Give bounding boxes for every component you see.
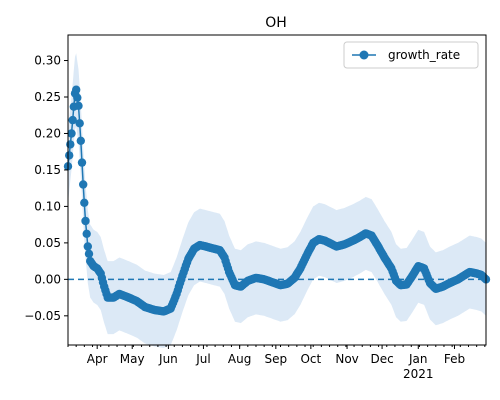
legend: growth_rate [343,41,479,69]
x-tick-label: Aug [228,352,251,366]
data-point [72,85,81,94]
data-point [65,151,74,160]
x-tick-label: Oct [300,352,321,366]
data-point [73,93,82,102]
y-tick-label: 0.30 [34,54,61,68]
data-point [83,242,93,251]
data-point [76,136,86,145]
y-tick-label: 0.25 [34,90,61,104]
data-point [84,249,94,258]
x-tick-label: Jul [195,352,210,366]
x-tick-label: Nov [335,352,358,366]
data-point [77,158,87,167]
x-year-label: 2021 [403,367,434,381]
data-point [67,129,76,138]
x-tick-label: Jun [158,352,178,366]
chart-title: OH [265,15,287,31]
legend-label: growth_rate [388,48,460,62]
plot-area [63,53,491,348]
data-point [75,119,84,128]
x-tick-label: May [120,352,145,366]
x-tick-label: Apr [87,352,108,366]
plot-frame [67,34,487,346]
data-point [80,198,89,207]
y-tick-label: −0.05 [24,309,61,323]
axes: −0.05 0.00 0.05 0.10 0.15 0.20 0.25 0.30 Apr May J… [24,34,487,381]
confidence-band [68,53,486,348]
y-tick-label: 0.20 [34,126,61,140]
y-tick-label: 0.15 [34,163,61,177]
x-tick-label: Feb [444,352,465,366]
data-point [68,115,77,125]
data-point [79,180,88,189]
data-point [74,101,83,111]
y-tick-label: 0.10 [34,199,61,213]
data-point [82,229,91,238]
x-tick-label: Dec [370,352,393,366]
x-tick-label: Sep [265,352,288,366]
y-tick-label: 0.00 [34,272,61,286]
legend-marker-swatch [359,50,369,60]
x-tick-label: Jan [408,352,428,366]
growth-rate-markers [63,85,491,316]
legend-box [343,41,479,69]
data-point [81,216,90,226]
data-point [66,140,75,149]
y-tick-label: 0.05 [34,236,61,250]
